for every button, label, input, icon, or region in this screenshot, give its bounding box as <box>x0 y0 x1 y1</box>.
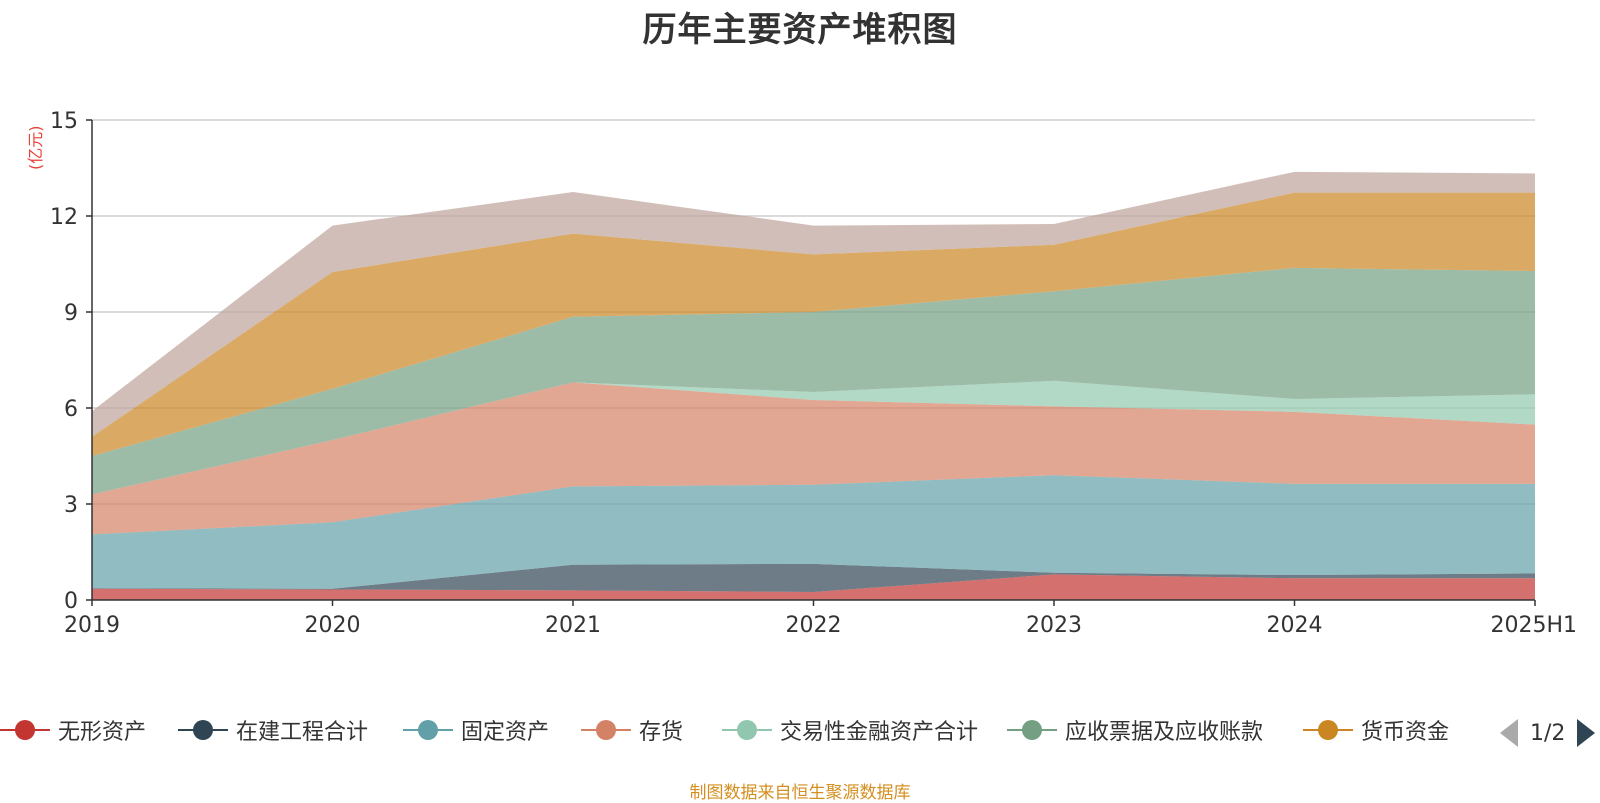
legend-label: 应收票据及应收账款 <box>1065 720 1264 745</box>
legend-page-indicator: 1/2 <box>1530 720 1566 746</box>
legend-item-0[interactable]: 无形资产 <box>0 713 146 747</box>
legend-label: 在建工程合计 <box>236 720 369 745</box>
legend-circle-icon <box>0 713 50 747</box>
legend-item-5[interactable]: 应收票据及应收账款 <box>1007 713 1263 747</box>
area-series-3 <box>92 382 1535 535</box>
legend-circle-icon <box>178 713 228 747</box>
legend-item-6[interactable]: 货币资金 <box>1303 713 1449 747</box>
legend-pager: 1/2 <box>1500 716 1596 750</box>
legend-label: 货币资金 <box>1361 720 1450 745</box>
x-tick-label: 2023 <box>1026 613 1082 638</box>
legend: 无形资产 在建工程合计 固定资产 存货 交易性金融资产合计 应收票据及应收账款 货币资金 <box>0 713 1600 747</box>
x-tick-label: 2024 <box>1267 613 1323 638</box>
x-tick-labels: 2019 2020 2021 2022 2023 2024 2025H1 <box>64 613 1577 638</box>
legend-label: 无形资产 <box>58 720 147 745</box>
legend-item-1[interactable]: 在建工程合计 <box>178 713 368 747</box>
y-tick-label: 9 <box>64 301 78 326</box>
area-series-7 <box>92 171 1535 437</box>
y-tick-label: 6 <box>64 397 78 422</box>
area-series-2 <box>92 475 1535 589</box>
legend-circle-icon <box>722 713 772 747</box>
y-tick-label: 0 <box>64 589 78 614</box>
legend-circle-icon <box>581 713 631 747</box>
y-tick-label: 3 <box>64 493 78 518</box>
area-series-6 <box>92 192 1535 456</box>
x-tick-label: 2022 <box>786 613 842 638</box>
legend-circle-icon <box>1007 713 1057 747</box>
axes <box>86 119 1536 606</box>
x-tick-label: 2020 <box>305 613 361 638</box>
legend-prev-arrow-icon[interactable] <box>1500 719 1518 747</box>
legend-item-3[interactable]: 存货 <box>581 713 683 747</box>
y-tick-labels: 0 3 6 9 12 15 <box>50 109 78 614</box>
stacked-area-chart: 0 3 6 9 12 15 2019 2020 2021 2022 2023 2024 2025H1 <box>50 109 1577 638</box>
area-series-5 <box>92 267 1535 495</box>
area-series-1 <box>92 563 1535 592</box>
x-tick-label: 2021 <box>545 613 601 638</box>
y-tick-label: 15 <box>50 109 78 134</box>
y-tick-label: 12 <box>50 205 78 230</box>
x-tick-label: 2025H1 <box>1490 613 1577 638</box>
legend-label: 存货 <box>639 720 684 745</box>
data-source-note: 制图数据来自恒生聚源数据库 <box>689 783 911 803</box>
legend-label: 固定资产 <box>461 720 550 745</box>
legend-circle-icon <box>403 713 453 747</box>
legend-item-2[interactable]: 固定资产 <box>403 713 549 747</box>
legend-circle-icon <box>1303 713 1353 747</box>
area-series <box>92 171 1535 600</box>
legend-next-arrow-icon[interactable] <box>1577 719 1596 747</box>
area-series-0 <box>92 574 1535 600</box>
legend-item-4[interactable]: 交易性金融资产合计 <box>722 713 978 747</box>
chart-title: 历年主要资产堆积图 <box>642 10 958 50</box>
legend-label: 交易性金融资产合计 <box>780 720 979 745</box>
x-tick-label: 2019 <box>64 613 120 638</box>
